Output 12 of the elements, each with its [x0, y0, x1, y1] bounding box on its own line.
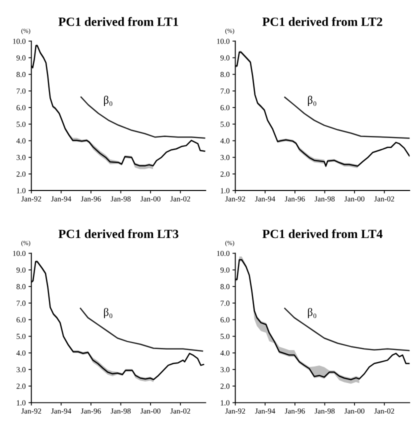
annotation: β₀ — [104, 308, 112, 318]
chart-title: PC1 derived from LT4 — [262, 229, 382, 238]
annotation: β₀ — [104, 96, 112, 106]
annotation: β₀ — [308, 308, 316, 318]
line-series — [284, 308, 410, 352]
chart-title: PC1 derived from LT3 — [58, 229, 178, 238]
chart-title: PC1 derived from LT2 — [262, 17, 382, 26]
line-series — [284, 96, 410, 139]
line-series — [80, 96, 206, 139]
chart-title: PC1 derived from LT1 — [58, 17, 178, 26]
line-series — [80, 308, 204, 352]
annotation: β₀ — [308, 96, 316, 106]
